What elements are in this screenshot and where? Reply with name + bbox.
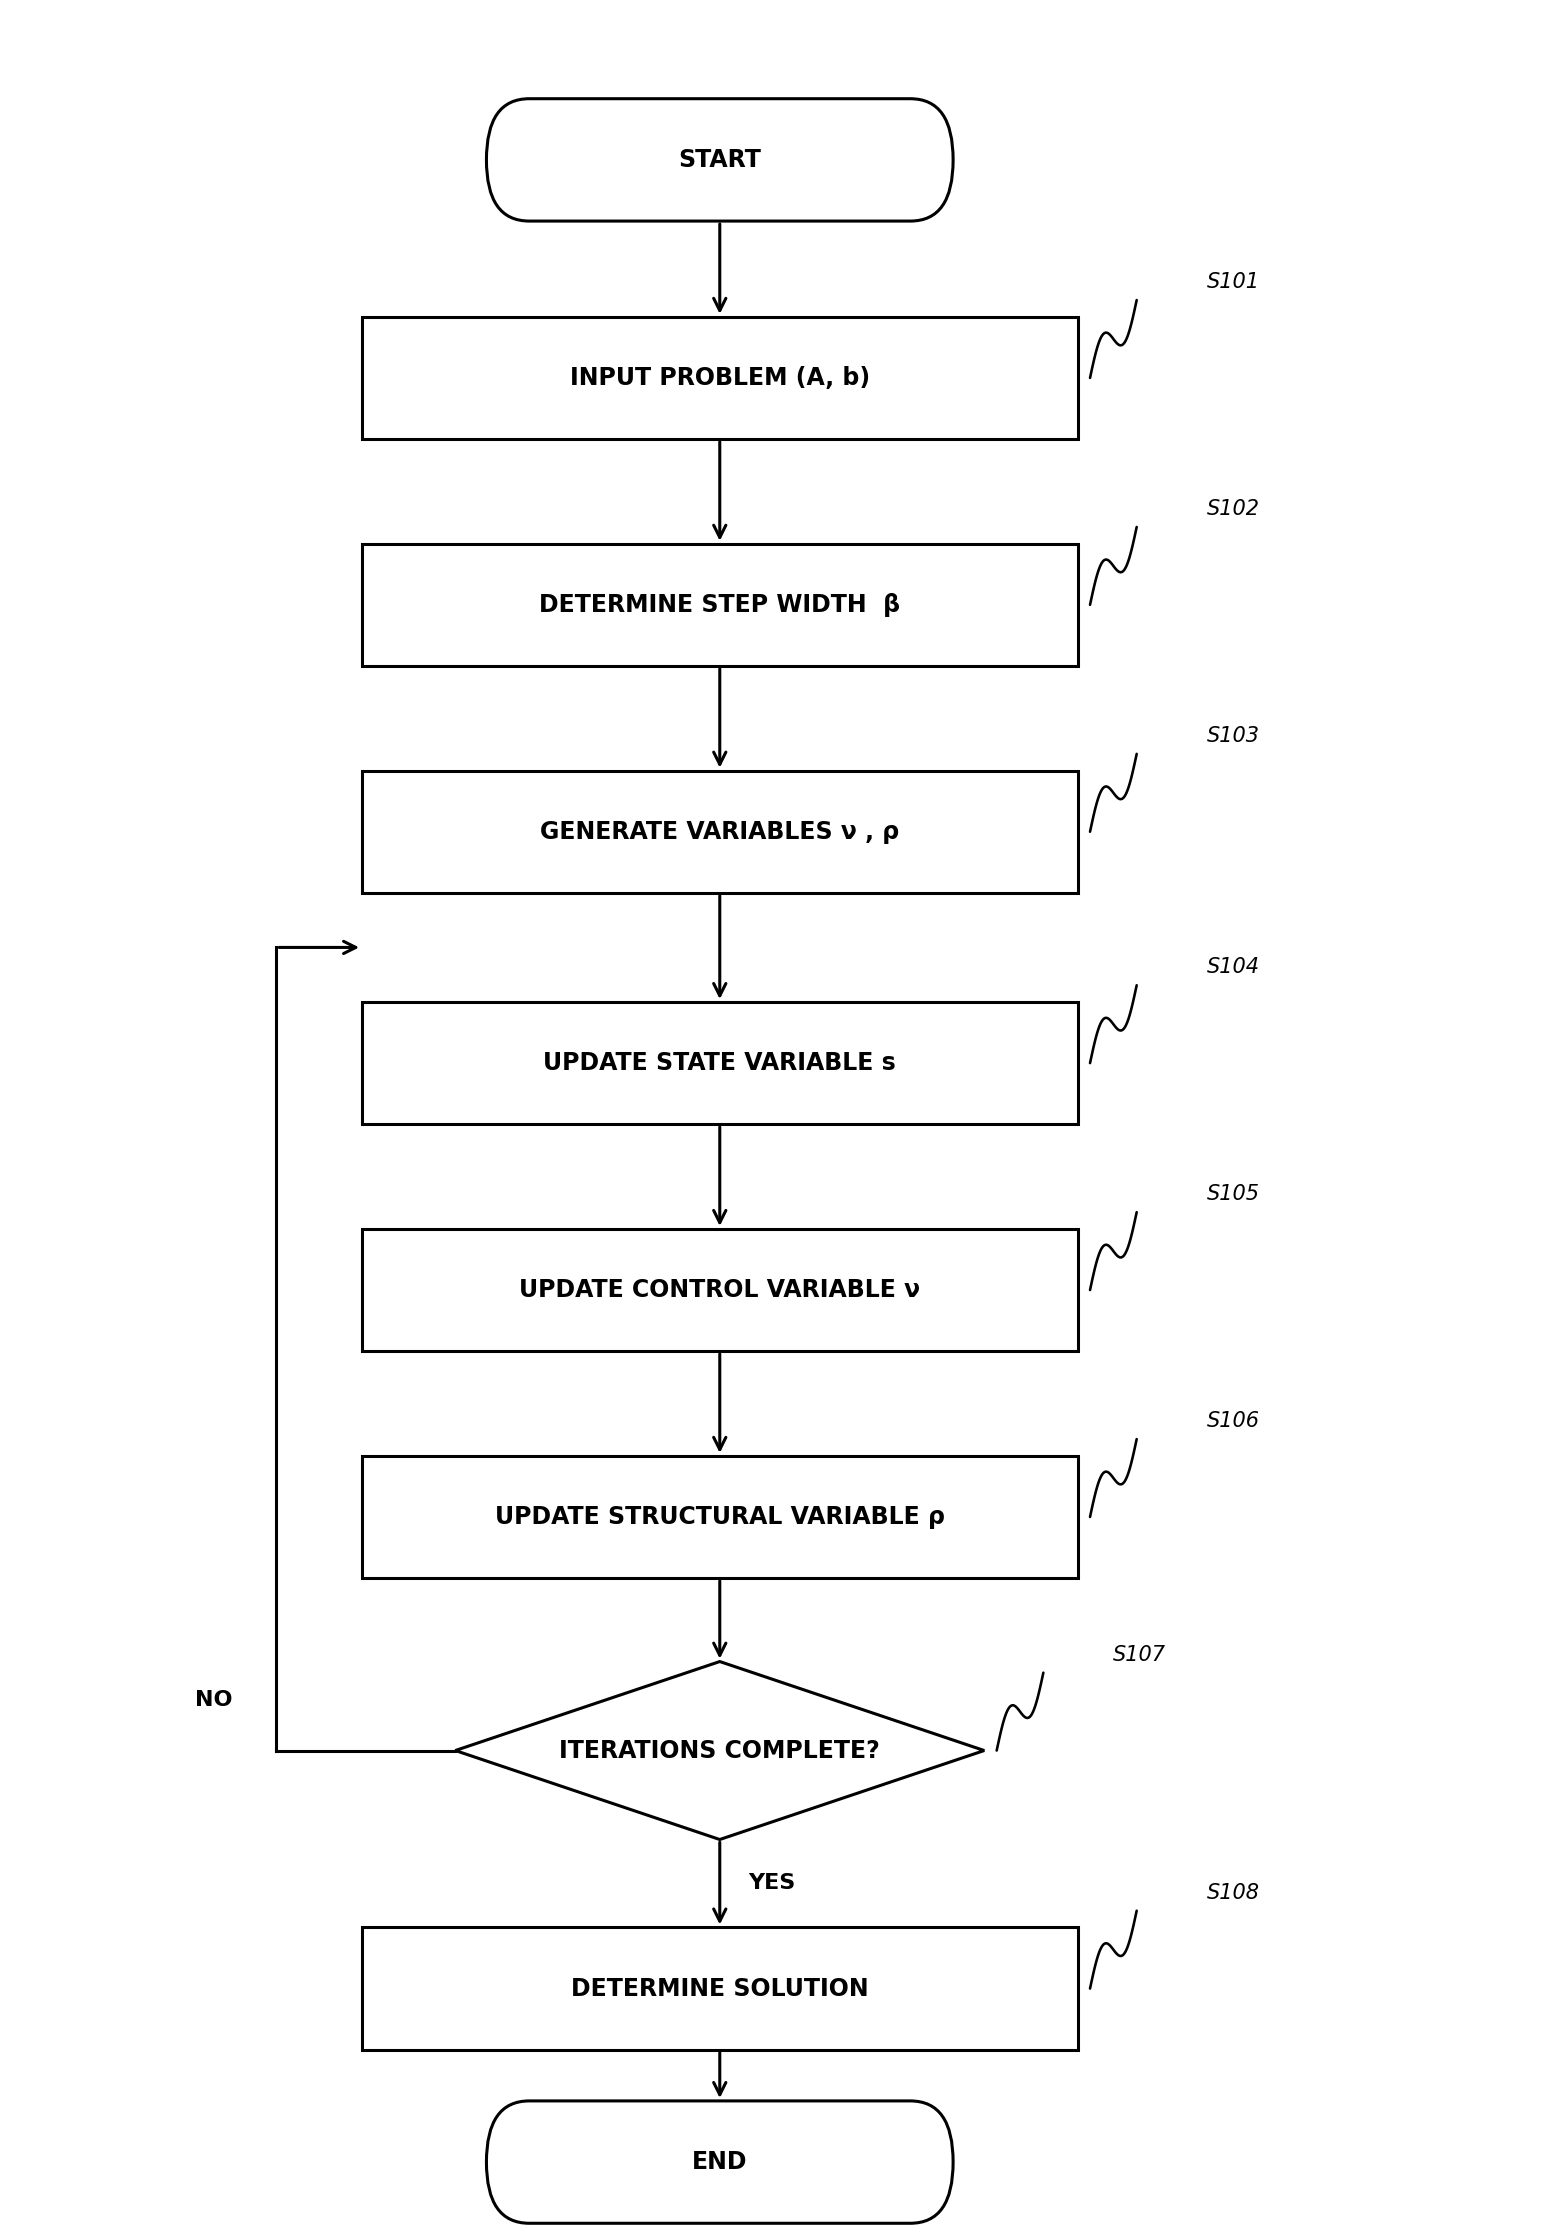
Bar <box>361 1228 1078 1351</box>
Text: S104: S104 <box>1207 958 1259 978</box>
Bar <box>361 770 1078 893</box>
Text: UPDATE STRUCTURAL VARIABLE ρ: UPDATE STRUCTURAL VARIABLE ρ <box>494 1505 945 1530</box>
Text: END: END <box>691 2150 748 2175</box>
Text: S102: S102 <box>1207 500 1259 518</box>
Text: GENERATE VARIABLES ν , ρ: GENERATE VARIABLES ν , ρ <box>540 820 899 844</box>
Bar <box>361 543 1078 665</box>
Bar <box>361 1003 1078 1123</box>
Text: S103: S103 <box>1207 726 1259 746</box>
Bar <box>361 317 1078 440</box>
Text: INPUT PROBLEM (A, b): INPUT PROBLEM (A, b) <box>569 366 870 391</box>
Text: S107: S107 <box>1114 1646 1167 1666</box>
FancyBboxPatch shape <box>486 2101 952 2224</box>
Text: UPDATE CONTROL VARIABLE ν: UPDATE CONTROL VARIABLE ν <box>519 1277 920 1302</box>
Bar <box>361 1456 1078 1579</box>
Text: NO: NO <box>196 1690 233 1710</box>
Text: S106: S106 <box>1207 1411 1259 1431</box>
Bar <box>361 1927 1078 2050</box>
Text: DETERMINE SOLUTION: DETERMINE SOLUTION <box>571 1976 868 2001</box>
Text: YES: YES <box>748 1873 795 1894</box>
Text: S108: S108 <box>1207 1882 1259 1903</box>
Text: S101: S101 <box>1207 272 1259 293</box>
Text: START: START <box>679 147 762 172</box>
Polygon shape <box>455 1661 984 1840</box>
Text: S105: S105 <box>1207 1183 1259 1204</box>
Text: DETERMINE STEP WIDTH  β: DETERMINE STEP WIDTH β <box>540 592 901 616</box>
Text: ITERATIONS COMPLETE?: ITERATIONS COMPLETE? <box>560 1740 881 1762</box>
FancyBboxPatch shape <box>486 98 952 221</box>
Text: UPDATE STATE VARIABLE s: UPDATE STATE VARIABLE s <box>543 1052 896 1074</box>
